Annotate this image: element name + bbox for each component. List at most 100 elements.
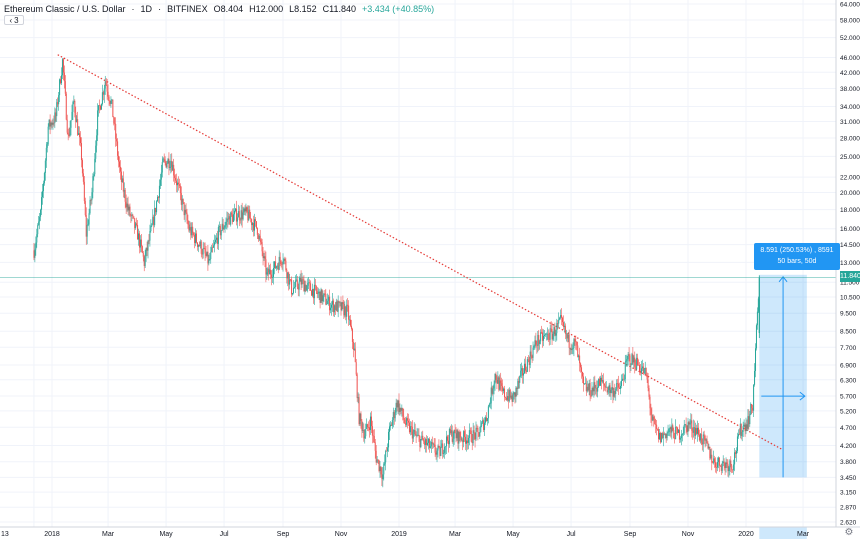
candle-body	[447, 440, 449, 445]
candle-body	[719, 465, 721, 467]
candle-body	[376, 459, 378, 463]
candle-body	[217, 227, 219, 244]
candle-body	[159, 179, 161, 186]
candle-body	[576, 341, 578, 346]
indicator-collapse-button[interactable]: ‹ 3	[4, 15, 24, 25]
candle-body	[276, 265, 278, 267]
candle-body	[670, 427, 672, 433]
candle-body	[248, 209, 250, 221]
candle-body	[324, 293, 326, 295]
candle-body	[657, 429, 659, 430]
candle-body	[160, 172, 162, 180]
candle-body	[208, 259, 210, 264]
candle-body	[405, 423, 407, 425]
candle-body	[157, 196, 159, 198]
candle-body	[89, 199, 91, 214]
candle-body	[461, 439, 463, 441]
candle-body	[122, 178, 124, 192]
candle-body	[383, 463, 385, 475]
candle-body	[703, 434, 705, 436]
candle-body	[281, 264, 283, 265]
candle-body	[469, 430, 471, 431]
candle-body	[372, 435, 374, 437]
candle-body	[266, 272, 268, 275]
candle-body	[476, 427, 478, 429]
candle-body	[345, 306, 347, 317]
candle-body	[511, 395, 513, 402]
candle-body	[601, 380, 603, 382]
price-tick-label: 3.450	[840, 475, 857, 482]
candle-body	[263, 256, 265, 259]
candle-body	[349, 319, 351, 321]
candle-body	[543, 334, 545, 336]
candle-body	[192, 226, 194, 234]
candle-body	[111, 99, 113, 101]
candle-body	[214, 242, 216, 246]
price-tick-label: 25.000	[840, 154, 860, 161]
time-tick-label: 2018	[44, 531, 60, 538]
candle-body	[218, 226, 220, 228]
candle-body	[746, 424, 748, 429]
candle-body	[531, 356, 533, 358]
candle-body	[389, 424, 391, 427]
candle-body	[134, 218, 136, 229]
candle-body	[549, 328, 551, 340]
candle-body	[239, 219, 241, 221]
candle-body	[665, 433, 667, 439]
price-tick-label: 14.500	[840, 242, 860, 249]
interval-label: 1D	[140, 4, 153, 14]
candle-body	[321, 289, 323, 302]
candle-body	[693, 427, 695, 433]
candle-body	[242, 212, 244, 220]
price-tick-label: 38.000	[840, 86, 860, 93]
candle-body	[559, 317, 561, 320]
gear-icon[interactable]: ⚙	[844, 527, 854, 538]
time-tick-label: Sep	[277, 531, 290, 538]
candle-body	[401, 408, 403, 411]
candle-body	[269, 269, 271, 275]
candle-body	[253, 223, 255, 231]
candle-body	[48, 119, 50, 127]
candle-body	[408, 420, 410, 423]
candle-body	[478, 432, 480, 437]
candle-body	[742, 426, 744, 432]
candle-body	[289, 279, 291, 285]
candle-body	[296, 279, 298, 287]
candle-body	[543, 335, 545, 341]
candle-body	[189, 227, 191, 231]
price-tick-label: 42.000	[840, 70, 860, 77]
candle-body	[465, 440, 467, 444]
price-tick-label: 20.000	[840, 190, 860, 197]
candle-body	[127, 203, 129, 211]
candle-body	[387, 447, 389, 452]
candle-body	[43, 172, 45, 184]
candle-body	[664, 433, 666, 435]
candle-body	[450, 430, 452, 434]
candle-body	[422, 435, 424, 441]
candle-body	[331, 304, 333, 308]
candle-body	[668, 429, 670, 433]
candle-body	[575, 341, 577, 343]
candle-body	[404, 419, 406, 424]
candle-body	[138, 233, 140, 240]
price-tick-label: 3.800	[840, 459, 857, 466]
candle-body	[328, 296, 330, 301]
time-tick-label: May	[159, 531, 173, 538]
candle-body	[200, 241, 202, 254]
candle-body	[46, 144, 48, 148]
candle-body	[419, 436, 421, 448]
time-tick-label: Jul	[220, 531, 229, 538]
candle-body	[452, 438, 454, 442]
candle-body	[353, 348, 355, 350]
candle-body	[500, 380, 502, 384]
candle-body	[441, 443, 443, 448]
candle-body	[277, 265, 279, 270]
candle-body	[234, 208, 236, 211]
candle-body	[494, 373, 496, 384]
candle-body	[723, 461, 725, 464]
candle-body	[454, 429, 456, 434]
candle-body	[561, 315, 563, 318]
candle-body	[466, 440, 468, 443]
